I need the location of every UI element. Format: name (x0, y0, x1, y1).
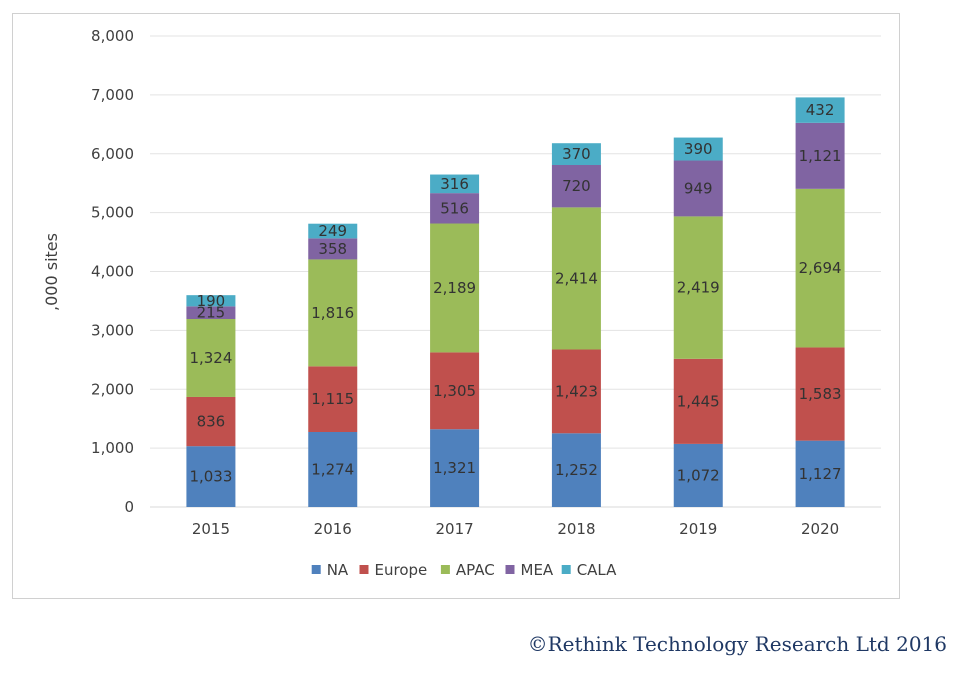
data-label: 358 (318, 240, 347, 258)
x-tick-label: 2017 (435, 520, 473, 538)
legend-swatch-apac (440, 565, 450, 574)
bar-segment-mea-2020 (795, 122, 845, 189)
copyright-notice: ©Rethink Technology Research Ltd 2016 (527, 632, 947, 656)
bar-segment-na-2020 (795, 440, 845, 507)
bar-segment-na-2018 (551, 433, 601, 507)
legend-swatch-mea (505, 565, 515, 574)
data-label: 1,445 (677, 392, 720, 410)
legend: NA Europe APAC MEA CALA (311, 561, 617, 579)
y-tick-label: 4,000 (91, 263, 134, 281)
legend-label: Europe (375, 561, 428, 579)
data-label: 190 (197, 292, 226, 310)
y-tick-label: 2,000 (91, 380, 134, 398)
bar-segment-europe-2018 (551, 349, 601, 434)
bar-segment-na-2017 (430, 429, 480, 507)
data-label: 2,189 (433, 279, 476, 297)
bar-segment-na-2015 (186, 446, 236, 507)
y-tick-label: 7,000 (91, 86, 134, 104)
data-label: 249 (318, 222, 347, 240)
y-tick-label: 3,000 (91, 321, 134, 339)
legend-swatch-europe (359, 565, 369, 574)
y-axis-title: ,000 sites (42, 233, 61, 311)
data-label: 2,419 (677, 279, 720, 297)
bar-segment-cala-2017 (430, 174, 480, 194)
data-label: 1,321 (433, 459, 476, 477)
bar-segment-cala-2015 (186, 295, 236, 307)
data-label: 836 (197, 413, 226, 431)
bar-segment-cala-2016 (308, 223, 358, 239)
x-tick-label: 2016 (314, 520, 352, 538)
bar-segment-europe-2019 (673, 358, 723, 444)
y-axis-ticks: 0 1,000 2,000 3,000 4,000 5,000 6,000 7,000 8,00… (91, 27, 134, 516)
data-label: 1,252 (555, 461, 598, 479)
data-label: 390 (684, 140, 713, 158)
data-label: 215 (197, 304, 226, 322)
bar-segment-europe-2017 (430, 352, 480, 430)
data-label: 1,305 (433, 382, 476, 400)
data-label: 316 (440, 175, 469, 193)
x-tick-label: 2019 (679, 520, 717, 538)
data-label: 1,324 (189, 349, 232, 367)
data-label: 949 (684, 179, 713, 197)
bar-segment-mea-2019 (673, 160, 723, 217)
data-label: 1,274 (311, 460, 354, 478)
bar-segment-na-2019 (673, 443, 723, 507)
data-label: 432 (806, 101, 835, 119)
bar-segment-mea-2016 (308, 238, 358, 260)
bar-segment-europe-2020 (795, 347, 845, 441)
data-label: 1,033 (189, 468, 232, 486)
legend-label: MEA (521, 561, 554, 579)
data-label: 1,816 (311, 304, 354, 322)
bar-segment-mea-2017 (430, 193, 480, 224)
data-label: 1,072 (677, 466, 720, 484)
bar-segment-europe-2015 (186, 396, 236, 447)
x-tick-label: 2020 (801, 520, 839, 538)
bar-segment-cala-2018 (551, 143, 601, 165)
x-axis-ticks: 2015 2016 2017 2018 2019 2020 (192, 520, 839, 538)
y-tick-label: 8,000 (91, 27, 134, 45)
legend-swatch-cala (561, 565, 571, 574)
bar-segment-apac-2016 (308, 259, 358, 367)
legend-label: NA (327, 561, 349, 579)
y-tick-label: 0 (124, 498, 134, 516)
data-label: 1,121 (799, 147, 842, 165)
gridlines (150, 35, 881, 508)
stacked-bar-chart: 0 1,000 2,000 3,000 4,000 5,000 6,000 7,000 8,00… (42, 27, 881, 579)
x-tick-label: 2018 (557, 520, 595, 538)
bar-segment-europe-2016 (308, 366, 358, 432)
x-tick-label: 2015 (192, 520, 230, 538)
legend-swatch-na (311, 565, 321, 574)
data-label: 1,127 (799, 465, 842, 483)
bar-segment-cala-2019 (673, 137, 723, 161)
bar-segment-na-2016 (308, 431, 358, 507)
y-tick-label: 6,000 (91, 145, 134, 163)
data-label: 2,694 (799, 259, 842, 277)
y-tick-label: 1,000 (91, 439, 134, 457)
data-label: 516 (440, 199, 469, 217)
bar-segment-apac-2019 (673, 216, 723, 359)
bar-segment-apac-2015 (186, 319, 236, 397)
y-tick-label: 5,000 (91, 204, 134, 222)
data-label: 370 (562, 145, 591, 163)
chart-frame: 0 1,000 2,000 3,000 4,000 5,000 6,000 7,000 8,00… (12, 13, 900, 599)
data-label: 1,115 (311, 390, 354, 408)
bar-segment-mea-2015 (186, 306, 236, 320)
bar-segment-apac-2020 (795, 188, 845, 348)
legend-label: CALA (577, 561, 617, 579)
bar-segment-mea-2018 (551, 164, 601, 208)
legend-label: APAC (456, 561, 495, 579)
data-label: 2,414 (555, 269, 598, 287)
data-label: 720 (562, 177, 591, 195)
bar-segment-cala-2020 (795, 97, 845, 123)
data-label: 1,423 (555, 382, 598, 400)
data-label: 1,583 (799, 385, 842, 403)
bar-segment-apac-2017 (430, 223, 480, 353)
bar-segment-apac-2018 (551, 207, 601, 350)
